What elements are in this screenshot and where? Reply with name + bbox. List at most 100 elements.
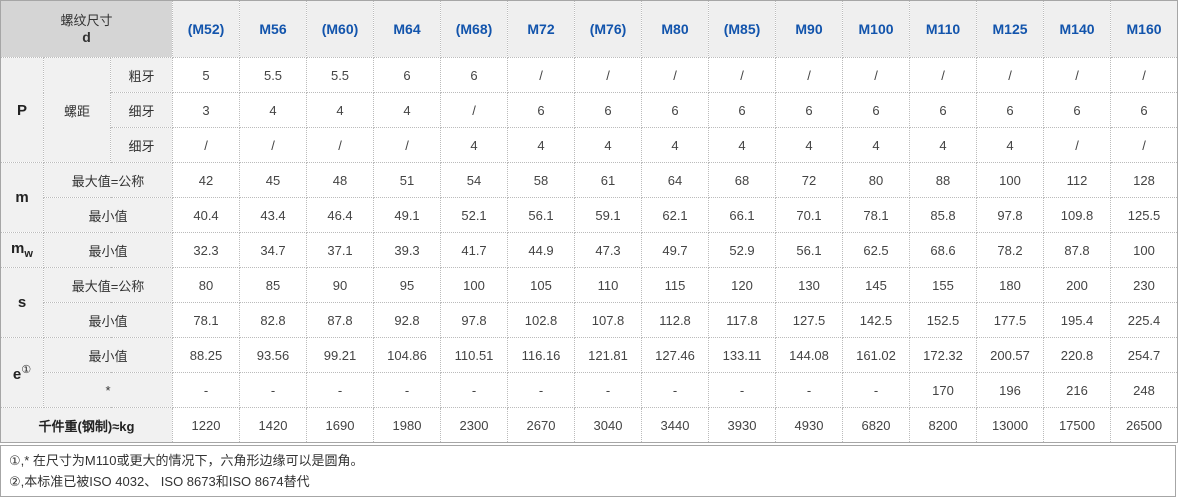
row-sub-label: 最小值	[42, 197, 174, 233]
corner-header: 螺纹尺寸 d	[0, 0, 174, 58]
table-cell: 100	[1110, 232, 1178, 268]
table-cell: 42	[172, 162, 241, 198]
table-cell: 82.8	[239, 302, 308, 338]
table-cell: 4	[708, 127, 777, 163]
row-sub-label: 最小值	[42, 302, 174, 338]
table-cell: /	[440, 92, 509, 128]
table-cell: 80	[172, 267, 241, 303]
table-cell: /	[373, 127, 442, 163]
table-cell: 48	[306, 162, 375, 198]
table-row: * - - - - - - - - - - -170 196 216 248	[1, 372, 1178, 408]
table-cell: 4	[842, 127, 911, 163]
column-header: (M76)	[574, 0, 643, 58]
table-cell: 52.1	[440, 197, 509, 233]
table-cell: 125.5	[1110, 197, 1178, 233]
column-header: M160	[1110, 0, 1178, 58]
table-head: 螺纹尺寸 d (M52) M56 (M60) M64 (M68) M72 (M76) M80 (M8…	[0, 0, 1178, 58]
table-cell: 43.4	[239, 197, 308, 233]
row-group-label: e①	[0, 337, 44, 408]
table-cell: 99.21	[306, 337, 375, 373]
column-header: M90	[775, 0, 844, 58]
table-cell: 1980	[373, 407, 442, 443]
table-cell: 4930	[775, 407, 844, 443]
table-cell: 216	[1043, 372, 1112, 408]
row-group-label: P	[0, 57, 44, 163]
table-row: e① 最小值 88.25 93.56 99.21 104.86 110.51 116.16 12…	[0, 337, 1178, 408]
table-cell: 40.4	[172, 197, 241, 233]
table-cell: -	[708, 372, 777, 408]
row-sub-label: 最大值=公称	[42, 267, 174, 303]
table-cell: 112.8	[641, 302, 710, 338]
table-cell: /	[306, 127, 375, 163]
table-cell: -	[172, 372, 241, 408]
table-cell: 6	[775, 92, 844, 128]
row-sub-label: 最大值=公称	[42, 162, 174, 198]
table-cell: /	[239, 127, 308, 163]
notes-box: ①,* 在尺寸为M110或更大的情况下，六角形边缘可以是圆角。 ②,本标准已被I…	[0, 445, 1176, 497]
column-header: (M85)	[708, 0, 777, 58]
spec-table: 螺纹尺寸 d (M52) M56 (M60) M64 (M68) M72 (M76) M80 (M8…	[0, 0, 1178, 443]
table-cell: 107.8	[574, 302, 643, 338]
table-row: mw 最小值 32.3 34.7 37.1 39.3 41.7 44.9 47.3 49.7 52.…	[0, 232, 1178, 268]
table-cell: 3	[172, 92, 241, 128]
table-cell: -	[574, 372, 643, 408]
table-cell: 1420	[239, 407, 308, 443]
table-cell: -	[440, 372, 509, 408]
table-cell: 195.4	[1043, 302, 1112, 338]
note-line-1: ①,* 在尺寸为M110或更大的情况下，六角形边缘可以是圆角。	[9, 453, 364, 468]
table-cell: 59.1	[574, 197, 643, 233]
row-sub-label: 粗牙	[109, 57, 174, 93]
column-header: M140	[1043, 0, 1112, 58]
table-cell: 4	[239, 92, 308, 128]
table-cell: /	[842, 57, 911, 93]
table-cell: -	[775, 372, 844, 408]
table-row: 细牙 3 4 4 4/6 6 6 6 6 6 6 6 6 6	[1, 92, 1178, 128]
row-sub-label: 细牙	[109, 92, 174, 128]
table-cell: 46.4	[306, 197, 375, 233]
table-cell: 6	[976, 92, 1045, 128]
table-cell: 127.5	[775, 302, 844, 338]
column-header: (M52)	[172, 0, 241, 58]
column-header: M100	[842, 0, 911, 58]
table-cell: /	[976, 57, 1045, 93]
column-header: M64	[373, 0, 442, 58]
note-line-2: ②,本标准已被ISO 4032、 ISO 8673和ISO 8674替代	[9, 474, 310, 489]
table-cell: 100	[440, 267, 509, 303]
table-cell: 180	[976, 267, 1045, 303]
table-cell: 80	[842, 162, 911, 198]
table-cell: 61	[574, 162, 643, 198]
table-cell: 109.8	[1043, 197, 1112, 233]
table-cell: 152.5	[909, 302, 978, 338]
table-cell: 115	[641, 267, 710, 303]
table-cell: 104.86	[373, 337, 442, 373]
table-row: 千件重(钢制)≈kg 1220 1420 1690 1980 2300 2670 3040 34…	[0, 407, 1178, 443]
table-body: P 螺距 粗牙 5 5.5 5.5 6 6// / / / / / / / / 细牙 3 4 4 4/6 6 6 6 6 6 6 6 6…	[0, 57, 1178, 443]
table-cell: 56.1	[507, 197, 576, 233]
table-cell: 117.8	[708, 302, 777, 338]
table-cell: 4	[976, 127, 1045, 163]
column-header: M110	[909, 0, 978, 58]
table-cell: 200.57	[976, 337, 1045, 373]
row-mid-label: 螺距	[43, 57, 111, 163]
table-cell: 6	[708, 92, 777, 128]
table-cell: 254.7	[1110, 337, 1178, 373]
table-cell: 248	[1110, 372, 1178, 408]
table-cell: /	[775, 57, 844, 93]
table-cell: 4	[440, 127, 509, 163]
table-cell: 92.8	[373, 302, 442, 338]
table-cell: 6	[1043, 92, 1112, 128]
table-cell: 49.7	[641, 232, 710, 268]
table-cell: 112	[1043, 162, 1112, 198]
table-cell: 34.7	[239, 232, 308, 268]
table-cell: 1220	[172, 407, 241, 443]
table-cell: 58	[507, 162, 576, 198]
column-header: (M68)	[440, 0, 509, 58]
row-sub-label: 细牙	[109, 127, 174, 163]
thread-size-label: 螺纹尺寸	[60, 13, 113, 28]
table-cell: 97.8	[440, 302, 509, 338]
table-cell: 6	[574, 92, 643, 128]
row-group-label: mw	[0, 232, 44, 268]
table-cell: 130	[775, 267, 844, 303]
table-cell: 230	[1110, 267, 1178, 303]
table-cell: -	[842, 372, 911, 408]
